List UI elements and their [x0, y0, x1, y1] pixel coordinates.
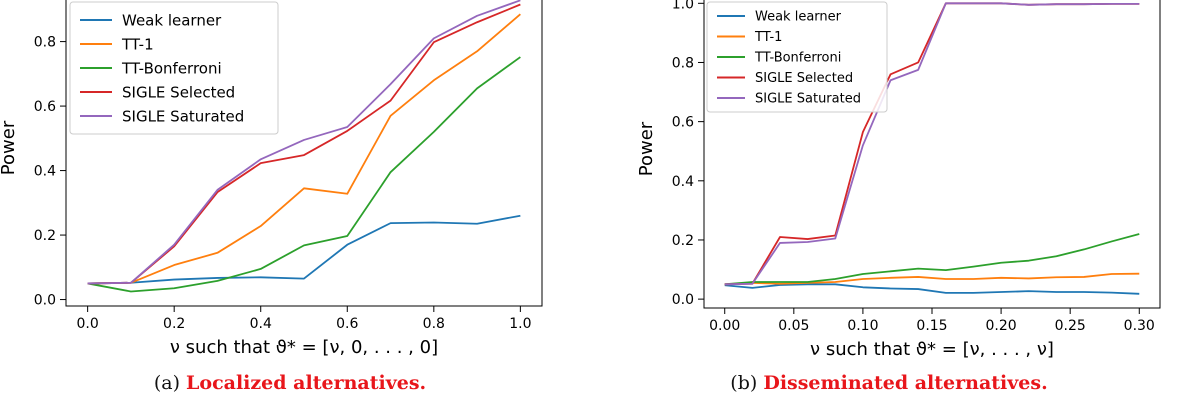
- caption-a-label: (a): [153, 372, 180, 394]
- chart0-ytick-label: 0.6: [34, 99, 56, 115]
- chart1-y-axis-label: Power: [636, 121, 657, 176]
- chart0-xtick-label: 0.2: [163, 316, 185, 332]
- chart1-xtick-label: 0.10: [847, 318, 878, 334]
- caption-a: (a) Localized alternatives.: [0, 372, 580, 394]
- chart1-legend-box: [706, 1, 888, 113]
- chart0-xtick-label: 1.0: [509, 316, 531, 332]
- chart1-ytick-label: 0.8: [672, 55, 694, 71]
- chart1-xtick-label: 0.20: [986, 318, 1017, 334]
- chart1-legend: Weak learner TT-1 TT-Bonferroni SIGLE Selec…: [706, 1, 888, 113]
- chart1-ytick-label: 0.4: [672, 174, 694, 190]
- chart0-legend-label: SIGLE Saturated: [122, 107, 244, 125]
- chart0-legend: Weak learner TT-1 TT-Bonferroni SIGLE Selec…: [69, 1, 279, 135]
- chart0-ytick-label: 0.2: [34, 228, 56, 244]
- chart0-x-axis-label: ν such that ϑ* = [ν, 0, . . . , 0]: [170, 337, 438, 358]
- chart1-legend-label: TT-1: [754, 30, 782, 45]
- caption-b-label: (b): [730, 372, 758, 394]
- caption-b: (b) Disseminated alternatives.: [600, 372, 1178, 394]
- chart1-legend-label: TT-Bonferroni: [754, 51, 841, 66]
- chart0-ytick-label: 0.8: [34, 35, 56, 51]
- chart1-legend-label: SIGLE Saturated: [755, 92, 861, 107]
- chart1-x-axis-label: ν such that ϑ* = [ν, . . . , ν]: [810, 339, 1054, 360]
- chart1-ytick-label: 0.6: [672, 115, 694, 131]
- chart1-series-line-1: [724, 283, 1140, 295]
- chart0-xtick-label: 0.8: [423, 316, 445, 332]
- chart1-legend-label: Weak learner: [755, 10, 842, 25]
- chart0-legend-label: TT-Bonferroni: [121, 59, 222, 77]
- chart0-series-line-5: [87, 0, 521, 285]
- chart0-legend-label: SIGLE Selected: [122, 83, 235, 101]
- caption-a-title: Localized alternatives.: [186, 372, 427, 394]
- chart0-series-line-3: [87, 56, 521, 293]
- panel-a: 0.0 0.2 0.4 0.6 0.8 1.0 0.0 0.2 0.4 0.6 0.8 ν such …: [0, 0, 580, 406]
- chart1-xtick-label: 0.00: [709, 318, 740, 334]
- chart0-series-line-2: [87, 13, 521, 285]
- chart0-ytick-label: 0.0: [34, 293, 56, 309]
- chart-a: 0.0 0.2 0.4 0.6 0.8 1.0 0.0 0.2 0.4 0.6 0.8 ν such …: [0, 0, 543, 358]
- chart0-axes-frame: [65, 0, 543, 307]
- chart1-ytick-label: 0.2: [672, 233, 694, 249]
- chart0-legend-label: Weak learner: [122, 11, 222, 29]
- chart1-series-line-2: [724, 272, 1140, 286]
- chart1-ytick-label: 0.0: [672, 292, 694, 308]
- panel-b: 0.00 0.05 0.10 0.15 0.20 0.25 0.30 0.0 0.2 0.4 0.6…: [600, 0, 1178, 406]
- chart1-axes-frame: [703, 0, 1161, 309]
- chart0-y-axis-label: Power: [0, 120, 19, 175]
- chart0-series-line-1: [87, 214, 521, 285]
- chart1-legend-label: SIGLE Selected: [755, 71, 853, 86]
- chart1-xtick-label: 0.05: [778, 318, 809, 334]
- chart0-legend-box: [69, 1, 279, 135]
- chart1-xtick-label: 0.15: [916, 318, 947, 334]
- caption-b-title: Disseminated alternatives.: [763, 372, 1048, 394]
- chart0-xtick-label: 0.4: [250, 316, 272, 332]
- chart0-xtick-label: 0.0: [77, 316, 99, 332]
- chart1-xtick-label: 0.30: [1124, 318, 1155, 334]
- chart-b: 0.00 0.05 0.10 0.15 0.20 0.25 0.30 0.0 0.2 0.4 0.6…: [636, 0, 1161, 360]
- chart1-series-line-3: [724, 233, 1140, 286]
- chart0-xtick-label: 0.6: [336, 316, 358, 332]
- chart1-xtick-label: 0.25: [1055, 318, 1086, 334]
- chart0-legend-label: TT-1: [121, 35, 154, 53]
- chart1-series-line-5: [724, 2, 1140, 286]
- chart1-ytick-label: 1.0: [672, 0, 694, 12]
- chart0-ytick-label: 0.4: [34, 164, 56, 180]
